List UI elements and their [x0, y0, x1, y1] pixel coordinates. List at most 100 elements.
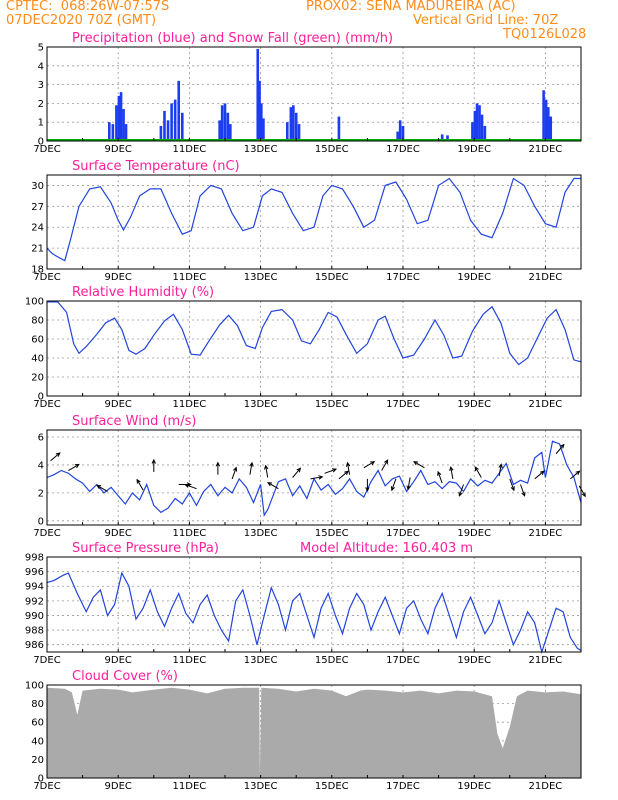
- x-tick-label: 17DEC: [386, 528, 420, 539]
- y-tick-label: 1: [38, 118, 44, 129]
- y-tick-label: 5: [38, 43, 44, 54]
- wind-arrow-head: [370, 461, 376, 466]
- wind-arrow-head: [539, 470, 545, 476]
- wind-arrow: [292, 467, 301, 478]
- panel-annotation: Model Altitude: 160.403 m: [300, 541, 473, 556]
- wind-arrow-head: [390, 486, 395, 492]
- precip-bar: [480, 114, 484, 141]
- panel-frame: [46, 46, 582, 142]
- x-tick-label: 21DEC: [529, 655, 563, 666]
- y-tick-label: 0: [38, 392, 44, 403]
- y-tick-label: 80: [31, 316, 44, 327]
- x-tick-label: 9DEC: [105, 528, 132, 539]
- wind-arrow-head: [575, 470, 581, 476]
- precip-bar: [401, 125, 405, 141]
- wind-arrow-head: [331, 468, 338, 473]
- x-tick-label: 19DEC: [457, 655, 491, 666]
- precip-bar: [229, 124, 232, 141]
- precip-bar: [549, 116, 553, 141]
- precip-bar: [396, 131, 399, 141]
- y-tick-label: 27: [31, 202, 44, 213]
- wind-arrow: [578, 485, 586, 497]
- wind-arrow-head: [384, 459, 389, 465]
- precip-bar: [478, 105, 481, 141]
- y-tick-label: 60: [31, 718, 44, 729]
- precip-bar: [115, 105, 118, 141]
- y-tick-label: 990: [25, 611, 44, 622]
- x-tick-label: 15DEC: [315, 272, 349, 283]
- y-tick-label: 2: [38, 99, 44, 110]
- header-line2-right: Vertical Grid Line: 70Z: [413, 13, 559, 28]
- x-tick-label: 13DEC: [244, 781, 278, 792]
- panel-frame: [46, 684, 582, 779]
- x-tick-label: 9DEC: [105, 781, 132, 792]
- y-tick-label: 0: [38, 516, 44, 527]
- panel-4: 0 2 4 6 7DEC 9DEC 11DEC 13DEC 15DEC 17DEC 19DEC 21D…: [33, 414, 586, 539]
- x-tick-label: 19DEC: [457, 144, 491, 155]
- precip-bar: [223, 103, 227, 141]
- y-tick-label: 100: [25, 681, 44, 692]
- wind-arrow-head: [318, 475, 324, 480]
- precip-bar: [122, 109, 125, 141]
- x-tick-label: 11DEC: [173, 655, 207, 666]
- precip-bar: [337, 116, 341, 141]
- wind-arrow-head: [249, 461, 254, 467]
- precip-bar: [471, 122, 474, 141]
- precip-bar: [226, 112, 230, 141]
- wind-arrow-head: [345, 461, 351, 467]
- y-tick-label: 988: [25, 626, 44, 637]
- precip-bar: [289, 107, 293, 141]
- panel-title: Relative Humidity (%): [72, 285, 214, 300]
- panel-2: 18 21 24 27 30 7DEC 9DEC 11DEC 13DEC 15DEC 17DEC 19…: [31, 159, 582, 283]
- x-tick-label: 7DEC: [33, 528, 60, 539]
- x-tick-label: 15DEC: [315, 528, 349, 539]
- x-tick-label: 21DEC: [529, 144, 563, 155]
- wind-arrow: [474, 466, 482, 478]
- precip-bar: [117, 95, 121, 141]
- header-line3-right: TQ0126L028: [503, 27, 587, 42]
- precip-bar: [159, 125, 163, 141]
- wind-arrow: [185, 484, 197, 490]
- wind-arrow-head: [296, 467, 302, 473]
- series-line: [47, 301, 582, 366]
- panel-frame: [46, 429, 582, 526]
- wind-arrow: [437, 471, 443, 484]
- y-tick-label: 80: [31, 699, 44, 710]
- y-tick-label: 40: [31, 736, 44, 747]
- x-tick-label: 9DEC: [105, 399, 132, 410]
- wind-arrow-head: [151, 458, 156, 464]
- panel-6: 0 20 40 60 80 100 7DEC 9DEC 11DEC 13DEC 15DEC 17DEC…: [25, 669, 582, 792]
- x-tick-label: 21DEC: [529, 528, 563, 539]
- series-line: [46, 440, 582, 517]
- precip-bar: [180, 112, 184, 141]
- y-tick-label: 994: [25, 582, 44, 593]
- x-tick-label: 13DEC: [244, 655, 278, 666]
- wind-arrow-head: [498, 463, 503, 469]
- wind-arrow-head: [581, 492, 586, 498]
- precip-bar: [124, 124, 128, 141]
- header-line1-left: CPTEC: 068:26W-07:57S: [6, 0, 170, 14]
- y-tick-label: 992: [25, 596, 44, 607]
- x-tick-label: 7DEC: [33, 781, 60, 792]
- x-tick-label: 15DEC: [315, 655, 349, 666]
- wind-arrow: [347, 462, 351, 475]
- wind-arrow-head: [365, 487, 370, 493]
- panel-title: Precipitation (blue) and Snow Fall (gree…: [72, 31, 393, 46]
- panel-1: 0 1 2 3 4 5 7DEC 9DEC 11DEC 13DEC 15DEC 17DEC 19DEC 2…: [33, 31, 582, 155]
- wind-arrow: [555, 444, 565, 455]
- wind-arrow: [324, 468, 337, 474]
- x-tick-label: 19DEC: [457, 781, 491, 792]
- x-tick-label: 21DEC: [529, 781, 563, 792]
- y-tick-label: 996: [25, 567, 44, 578]
- precip-bar: [542, 90, 545, 141]
- wind-arrow-head: [136, 478, 141, 484]
- x-tick-label: 17DEC: [386, 781, 420, 792]
- x-tick-label: 7DEC: [33, 272, 60, 283]
- wind-arrow: [407, 477, 411, 490]
- precip-bar: [475, 103, 479, 141]
- x-tick-label: 11DEC: [173, 272, 207, 283]
- panel-frame: [46, 174, 582, 270]
- header-line1-right: PROX02: SENA MADUREIRA (AC): [306, 0, 516, 14]
- x-tick-label: 11DEC: [173, 399, 207, 410]
